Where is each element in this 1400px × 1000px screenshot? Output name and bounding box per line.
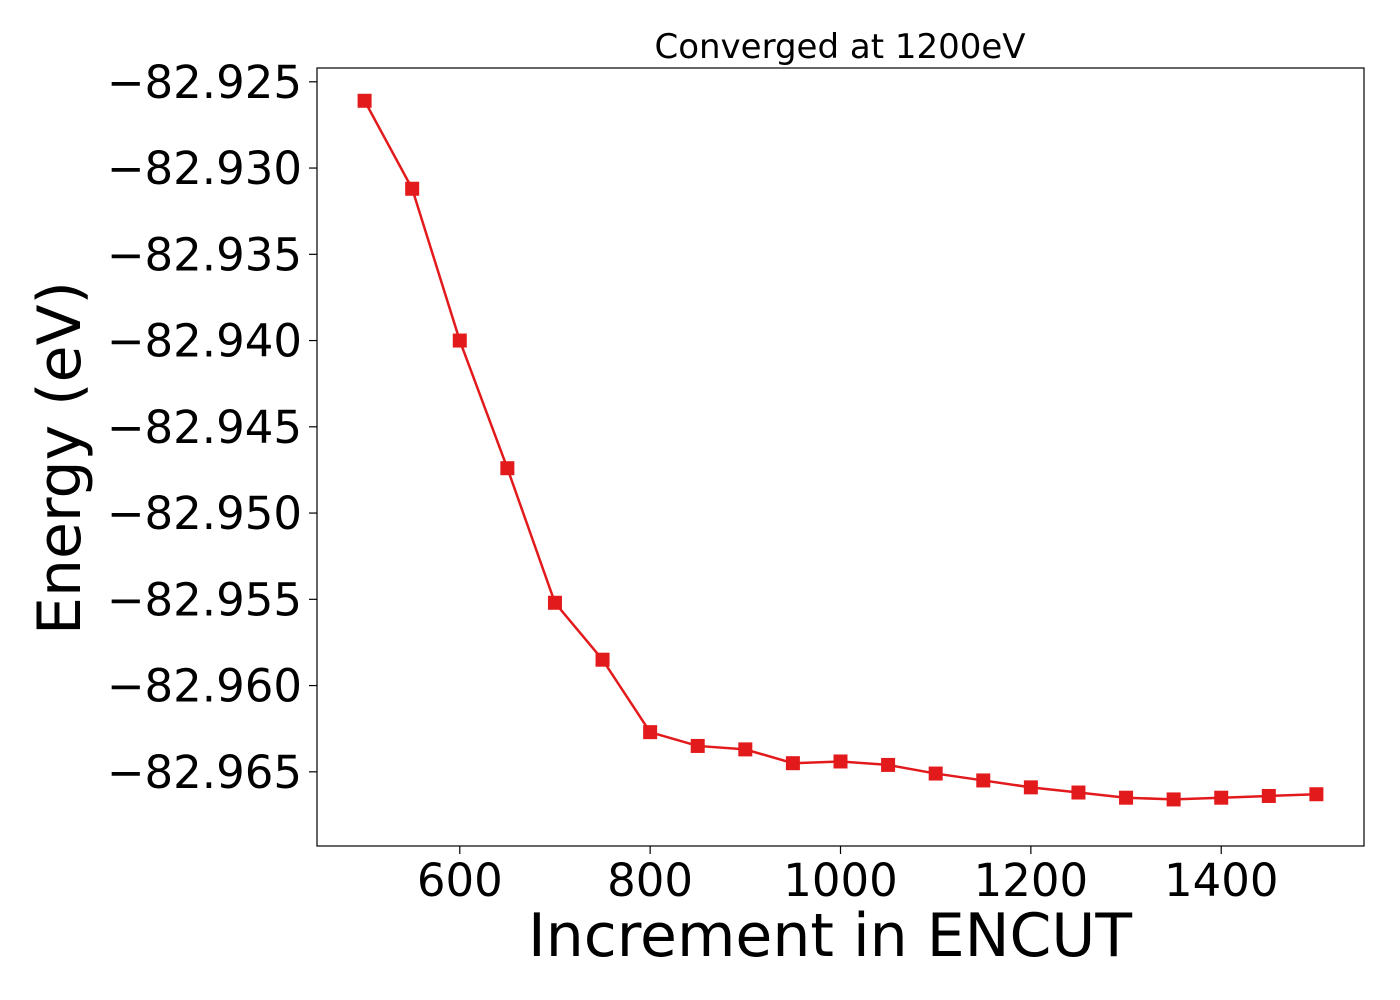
data-point-marker <box>547 595 562 610</box>
data-point-marker <box>1309 787 1324 802</box>
x-tick-label: 1200 <box>974 854 1089 907</box>
x-axis-ticks: 600 800 1000 1200 1400 <box>417 846 1279 907</box>
data-point-marker <box>1023 780 1038 795</box>
data-point-marker <box>976 773 991 788</box>
plot-area <box>357 93 1324 807</box>
data-point-marker <box>1119 790 1134 805</box>
data-point-marker <box>738 742 753 757</box>
x-tick-label: 1000 <box>783 854 898 907</box>
x-axis-label: Increment in ENCUT <box>528 901 1132 971</box>
chart-title: Converged at 1200eV <box>654 27 1025 67</box>
y-tick-label: −82.935 <box>107 228 302 281</box>
x-tick-label: 800 <box>607 854 693 907</box>
y-tick-label: −82.960 <box>107 660 302 713</box>
data-point-marker <box>1166 792 1181 807</box>
data-point-marker <box>1071 785 1086 800</box>
y-tick-label: −82.950 <box>107 487 302 540</box>
data-point-marker <box>690 738 705 753</box>
data-point-marker <box>500 461 515 476</box>
y-tick-label: −82.925 <box>107 56 302 109</box>
y-tick-label: −82.955 <box>107 573 302 626</box>
data-point-marker <box>928 766 943 781</box>
x-tick-label: 1400 <box>1164 854 1279 907</box>
data-point-marker <box>1261 788 1276 803</box>
data-point-marker <box>643 725 658 740</box>
data-point-marker <box>785 756 800 771</box>
y-tick-label: −82.965 <box>107 746 302 799</box>
data-point-marker <box>881 757 896 772</box>
data-point-marker <box>595 652 610 667</box>
x-tick-label: 600 <box>417 854 503 907</box>
data-point-marker <box>357 93 372 108</box>
data-point-marker <box>405 181 420 196</box>
data-point-marker <box>833 754 848 769</box>
y-tick-label: −82.945 <box>107 401 302 454</box>
y-tick-label: −82.940 <box>107 315 302 368</box>
y-axis-label: Energy (eV) <box>25 281 95 635</box>
y-axis-ticks: −82.925 −82.930 −82.935 −82.940 −82.945 −82.9… <box>107 56 317 799</box>
data-point-marker <box>452 333 467 348</box>
y-tick-label: −82.930 <box>107 142 302 195</box>
data-point-marker <box>1214 790 1229 805</box>
